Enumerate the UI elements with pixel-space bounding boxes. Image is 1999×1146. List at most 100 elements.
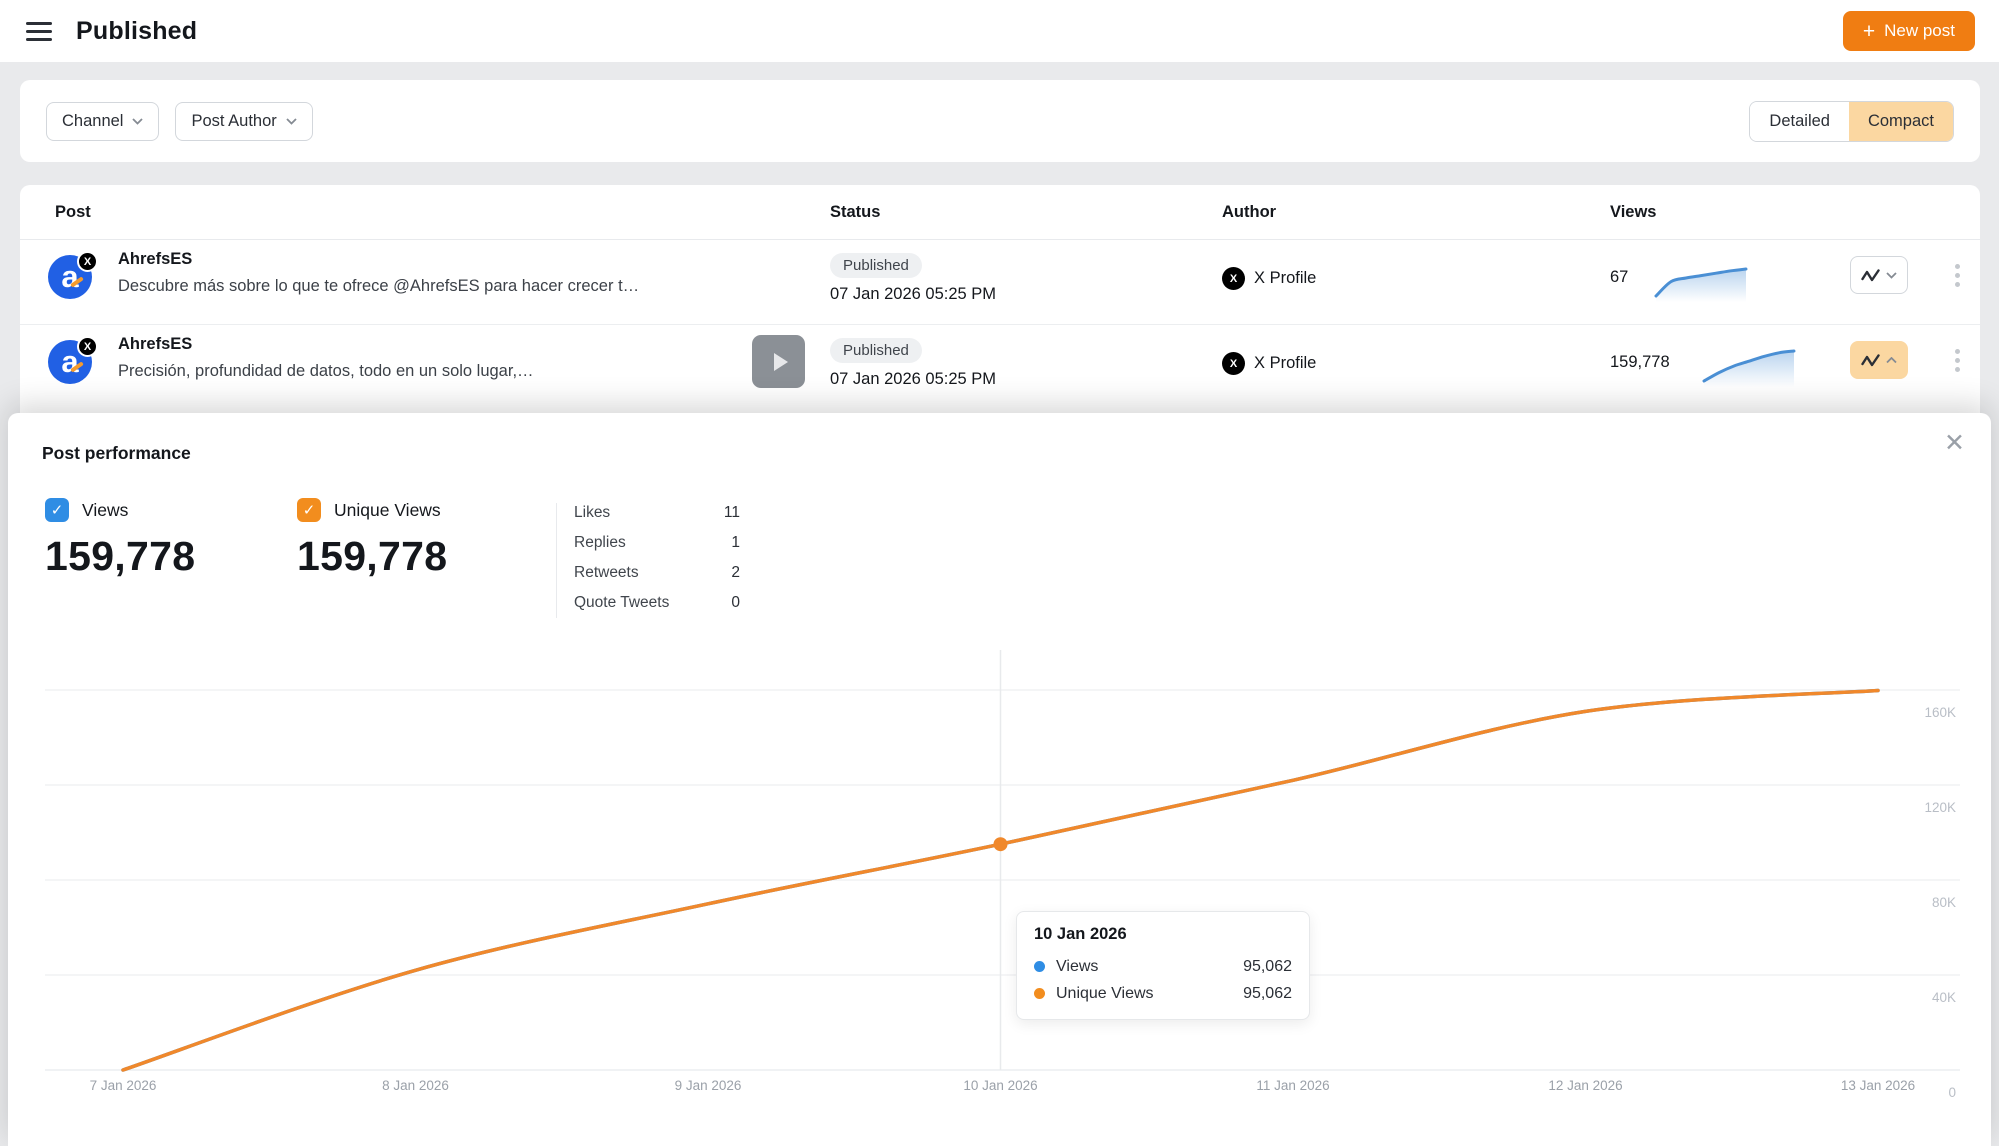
performance-chart[interactable]: 160K 120K 80K 40K 0 7 Jan 2026 8 Jan 2026 9 Jan… xyxy=(8,638,1991,1108)
views-checkbox[interactable]: ✓ Views xyxy=(45,498,195,522)
svg-text:40K: 40K xyxy=(1932,990,1956,1005)
post-performance-panel: Post performance ✕ ✓ Views 159,778 ✓ Uni… xyxy=(8,413,1991,1146)
svg-text:12 Jan 2026: 12 Jan 2026 xyxy=(1548,1078,1622,1093)
table-row[interactable]: a X AhrefsES Descubre más sobre lo que t… xyxy=(20,240,1980,325)
row-menu-kebab-icon[interactable] xyxy=(1948,264,1966,300)
author-label: X Profile xyxy=(1254,354,1317,372)
filter-bar: Channel Post Author Detailed Compact xyxy=(20,80,1980,162)
post-author-dropdown[interactable]: Post Author xyxy=(175,101,313,141)
stat-value: 2 xyxy=(731,564,740,581)
x-profile-icon: X xyxy=(1222,267,1245,290)
table-header: Post Status Author Views xyxy=(20,185,1980,240)
divider xyxy=(556,503,557,618)
row-menu-kebab-icon[interactable] xyxy=(1948,349,1966,385)
tooltip-date: 10 Jan 2026 xyxy=(1034,925,1127,943)
tooltip-row-unique-views: Unique Views 95,062 xyxy=(1034,980,1292,1007)
status-badge: Published xyxy=(830,253,922,278)
column-views: Views xyxy=(1610,203,1657,221)
toggle-performance-button[interactable] xyxy=(1850,256,1908,294)
play-icon xyxy=(773,352,788,371)
channel-dropdown[interactable]: Channel xyxy=(46,101,160,141)
publish-datetime: 07 Jan 2026 05:25 PM xyxy=(830,370,997,388)
svg-text:7 Jan 2026: 7 Jan 2026 xyxy=(90,1078,157,1093)
stat-retweets: Retweets 2 xyxy=(574,558,740,588)
tooltip-row-views: Views 95,062 xyxy=(1034,953,1292,980)
chevron-down-icon xyxy=(286,117,297,125)
tooltip-value: 95,062 xyxy=(1243,957,1292,975)
tooltip-label: Unique Views xyxy=(1056,984,1154,1002)
svg-text:120K: 120K xyxy=(1924,800,1956,815)
unique-views-checkbox[interactable]: ✓ Unique Views xyxy=(297,498,447,522)
toggle-performance-button[interactable] xyxy=(1850,341,1908,379)
svg-text:0: 0 xyxy=(1948,1085,1956,1100)
post-snippet: Precisión, profundidad de datos, todo en… xyxy=(118,362,534,380)
author-label: X Profile xyxy=(1254,269,1317,287)
views-sparkline xyxy=(1654,267,1748,302)
stat-label: Likes xyxy=(574,504,611,521)
stat-value: 0 xyxy=(731,594,740,611)
view-mode-toggle: Detailed Compact xyxy=(1749,100,1954,142)
avatar: a X xyxy=(48,251,98,299)
chevron-down-icon xyxy=(132,117,144,125)
svg-text:9 Jan 2026: 9 Jan 2026 xyxy=(675,1078,742,1093)
unique-views-dot-icon xyxy=(1034,988,1045,999)
toggle-compact[interactable]: Compact xyxy=(1848,101,1953,141)
metric-value: 159,778 xyxy=(297,533,448,579)
close-icon[interactable]: ✕ xyxy=(1944,429,1965,457)
new-post-label: New post xyxy=(1884,21,1955,40)
metric-value: 159,778 xyxy=(45,533,196,579)
views-dot-icon xyxy=(1034,961,1045,972)
stat-likes: Likes 11 xyxy=(574,498,740,528)
table-row[interactable]: a X AhrefsES Precisión, profundidad de d… xyxy=(20,325,1980,415)
new-post-button[interactable]: + New post xyxy=(1842,11,1975,51)
toggle-detailed[interactable]: Detailed xyxy=(1750,101,1849,141)
svg-text:80K: 80K xyxy=(1932,895,1956,910)
plus-icon: + xyxy=(1862,19,1876,43)
post-account-name: AhrefsES xyxy=(118,250,193,268)
checkbox-checked-icon: ✓ xyxy=(297,498,321,522)
tooltip-value: 95,062 xyxy=(1243,984,1292,1002)
chevron-down-icon xyxy=(1886,271,1897,279)
post-author-dropdown-label: Post Author xyxy=(191,111,277,130)
stat-replies: Replies 1 xyxy=(574,528,740,558)
svg-text:10 Jan 2026: 10 Jan 2026 xyxy=(963,1078,1037,1093)
avatar: a X xyxy=(48,336,98,384)
metric-label: Unique Views xyxy=(334,499,441,520)
metric-unique-views: ✓ Unique Views 159,778 xyxy=(297,498,447,580)
stat-quote-tweets: Quote Tweets 0 xyxy=(574,588,740,618)
author-cell: X X Profile xyxy=(1222,352,1316,375)
column-status: Status xyxy=(830,203,881,221)
svg-text:8 Jan 2026: 8 Jan 2026 xyxy=(382,1078,449,1093)
hamburger-menu-icon[interactable] xyxy=(26,21,52,41)
x-profile-icon: X xyxy=(1222,352,1245,375)
stat-label: Replies xyxy=(574,534,626,551)
metric-views: ✓ Views 159,778 xyxy=(45,498,195,580)
status-badge: Published xyxy=(830,338,922,363)
channel-dropdown-label: Channel xyxy=(62,111,124,130)
top-bar: Published + New post xyxy=(0,0,1999,62)
metric-label: Views xyxy=(82,499,129,520)
chevron-up-icon xyxy=(1886,356,1897,363)
column-author: Author xyxy=(1222,203,1277,221)
activity-icon xyxy=(1861,354,1880,367)
x-network-badge-icon: X xyxy=(77,336,98,357)
column-post: Post xyxy=(55,203,91,221)
activity-icon xyxy=(1861,269,1880,282)
author-cell: X X Profile xyxy=(1222,267,1316,290)
panel-title: Post performance xyxy=(42,443,191,463)
engagement-stats: Likes 11 Replies 1 Retweets 2 Quote Twee… xyxy=(574,498,740,618)
avatar-letter: a xyxy=(61,344,79,379)
stat-label: Retweets xyxy=(574,564,639,581)
publish-datetime: 07 Jan 2026 05:25 PM xyxy=(830,285,997,303)
stat-value: 11 xyxy=(723,504,740,521)
svg-text:160K: 160K xyxy=(1924,705,1956,720)
page-title: Published xyxy=(76,16,198,45)
svg-text:13 Jan 2026: 13 Jan 2026 xyxy=(1841,1078,1915,1093)
stat-label: Quote Tweets xyxy=(574,594,670,611)
views-count: 67 xyxy=(1610,268,1629,286)
chart-tooltip: 10 Jan 2026 Views 95,062 Unique Views 95… xyxy=(1016,911,1310,1020)
tooltip-label: Views xyxy=(1056,957,1099,975)
stat-value: 1 xyxy=(731,534,740,551)
video-thumbnail[interactable] xyxy=(752,335,805,388)
post-snippet: Descubre más sobre lo que te ofrece @Ahr… xyxy=(118,277,640,295)
